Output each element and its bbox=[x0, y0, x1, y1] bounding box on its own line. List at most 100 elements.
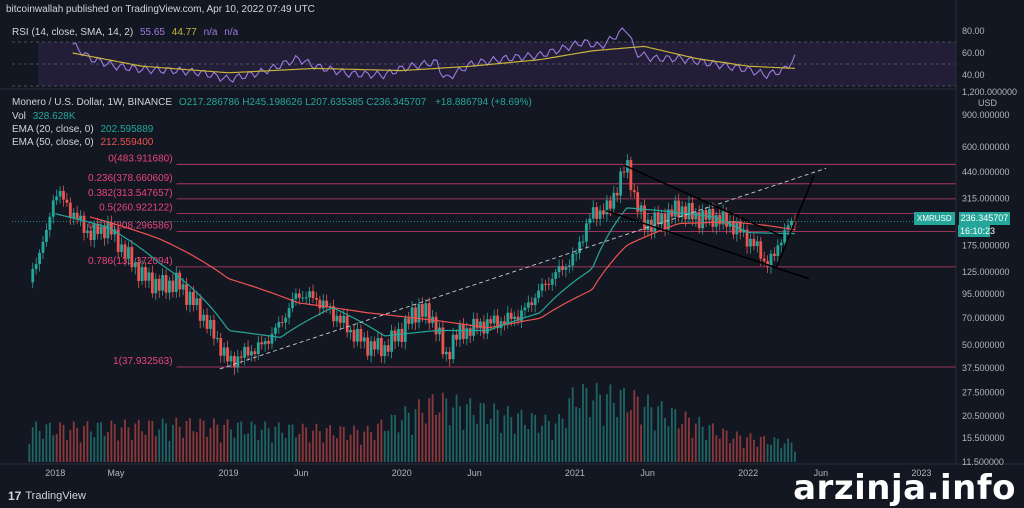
candle-body bbox=[229, 355, 233, 362]
candle-body bbox=[595, 207, 599, 219]
ohlc-values: O217.286786 H245.198626 L207.635385 C236… bbox=[178, 97, 427, 108]
candle-body bbox=[219, 337, 223, 356]
volume-bar bbox=[493, 403, 496, 462]
price-axis-tick: 15.500000 bbox=[962, 433, 1005, 443]
candle-body bbox=[369, 341, 373, 356]
candle-body bbox=[109, 222, 113, 235]
candle-body bbox=[544, 283, 547, 285]
candle-body bbox=[731, 221, 735, 235]
volume-bar bbox=[271, 442, 273, 462]
candle-body bbox=[256, 342, 260, 355]
rsi-legend-label: RSI (14, close, SMA, 14, 2) bbox=[12, 27, 134, 38]
ema20-legend[interactable]: EMA (20, close, 0) 202.595889 bbox=[12, 124, 153, 135]
candle-body bbox=[690, 202, 694, 220]
candle-body bbox=[239, 356, 243, 358]
volume-bar bbox=[175, 417, 178, 462]
volume-bar bbox=[684, 411, 687, 462]
volume-bar bbox=[780, 448, 783, 462]
volume-bar bbox=[476, 423, 478, 462]
volume-bar bbox=[619, 389, 622, 462]
price-axis-tick: 37.500000 bbox=[962, 363, 1005, 373]
volume-bar bbox=[647, 394, 649, 462]
candle-body bbox=[51, 200, 55, 217]
candle-body bbox=[386, 345, 390, 352]
volume-bar bbox=[448, 425, 451, 462]
price-axis-tick: 600.000000 bbox=[962, 142, 1010, 152]
candle-body bbox=[591, 207, 595, 219]
candle-body bbox=[608, 200, 612, 209]
volume-bar bbox=[267, 428, 270, 462]
price-tag[interactable]: XMRUSD 236.345707 16:10:23 bbox=[914, 212, 1011, 237]
volume-bar bbox=[96, 422, 99, 462]
volume-bar bbox=[127, 427, 130, 462]
volume-bar bbox=[322, 442, 325, 462]
volume-bar bbox=[189, 418, 191, 462]
volume-bar bbox=[459, 406, 461, 462]
volume-bar bbox=[151, 420, 154, 462]
volume-bar bbox=[568, 398, 571, 462]
candle-body bbox=[171, 280, 175, 293]
candle-body bbox=[615, 192, 619, 196]
volume-bar bbox=[93, 437, 96, 462]
rsi-axis-tick: 80.00 bbox=[962, 26, 985, 36]
volume-bar bbox=[281, 432, 284, 462]
volume-bar bbox=[349, 434, 352, 462]
volume-bar bbox=[770, 444, 772, 462]
candle-body bbox=[232, 355, 236, 368]
candle-body bbox=[540, 283, 544, 291]
volume-bar bbox=[243, 434, 246, 462]
volume-bar bbox=[558, 414, 560, 462]
volume-bar bbox=[336, 438, 338, 462]
volume-bar bbox=[578, 408, 581, 462]
candle-body bbox=[687, 202, 691, 220]
volume-bar bbox=[195, 432, 198, 462]
candle-body bbox=[96, 224, 100, 234]
volume-bar bbox=[643, 406, 646, 462]
candle-body bbox=[212, 319, 216, 339]
candle-body bbox=[48, 216, 52, 230]
ema50-legend[interactable]: EMA (50, close, 0) 212.559400 bbox=[12, 137, 153, 148]
volume-bar bbox=[500, 432, 502, 462]
volume-bar bbox=[729, 443, 731, 462]
volume-bar bbox=[650, 407, 653, 462]
rsi-legend[interactable]: RSI (14, close, SMA, 14, 2) 55.65 44.77 … bbox=[12, 27, 238, 38]
volume-bar bbox=[247, 433, 249, 462]
candle-body bbox=[786, 225, 790, 230]
volume-legend[interactable]: Vol 328.628K bbox=[12, 111, 76, 122]
candle-body bbox=[45, 229, 48, 242]
candle-body bbox=[116, 229, 120, 252]
candle-body bbox=[393, 330, 397, 342]
volume-bar bbox=[735, 431, 738, 462]
tradingview-footer[interactable]: 17 TradingView bbox=[8, 489, 86, 503]
candle-body bbox=[205, 314, 209, 329]
candle-body bbox=[86, 230, 89, 233]
candle-body bbox=[195, 298, 199, 306]
volume-bar bbox=[595, 383, 598, 462]
volume-bar bbox=[739, 435, 742, 462]
volume-bar bbox=[787, 438, 789, 462]
candle-body bbox=[31, 268, 35, 283]
time-axis-tick: 2023 bbox=[911, 468, 931, 478]
candle-body bbox=[325, 300, 329, 307]
volume-bar bbox=[438, 412, 441, 462]
volume-bar bbox=[582, 383, 584, 462]
volume-bar bbox=[264, 421, 267, 462]
volume-bar bbox=[124, 419, 126, 462]
symbol-legend[interactable]: Monero / U.S. Dollar, 1W, BINANCE O217.2… bbox=[12, 97, 532, 108]
candle-body bbox=[701, 210, 705, 229]
candle-body bbox=[598, 210, 602, 219]
volume-bar bbox=[76, 427, 79, 462]
candle-body bbox=[198, 298, 202, 321]
candle-body bbox=[236, 356, 240, 368]
volume-bar bbox=[606, 394, 608, 462]
volume-bar bbox=[517, 413, 519, 462]
volume-bar bbox=[274, 426, 277, 462]
volume-bar bbox=[230, 429, 232, 462]
volume-bar bbox=[216, 424, 219, 462]
candle-body bbox=[520, 310, 523, 321]
candle-body bbox=[191, 291, 195, 306]
candle-body bbox=[738, 221, 742, 233]
candle-body bbox=[523, 307, 527, 311]
candle-body bbox=[154, 278, 158, 294]
candle-body bbox=[783, 229, 787, 243]
